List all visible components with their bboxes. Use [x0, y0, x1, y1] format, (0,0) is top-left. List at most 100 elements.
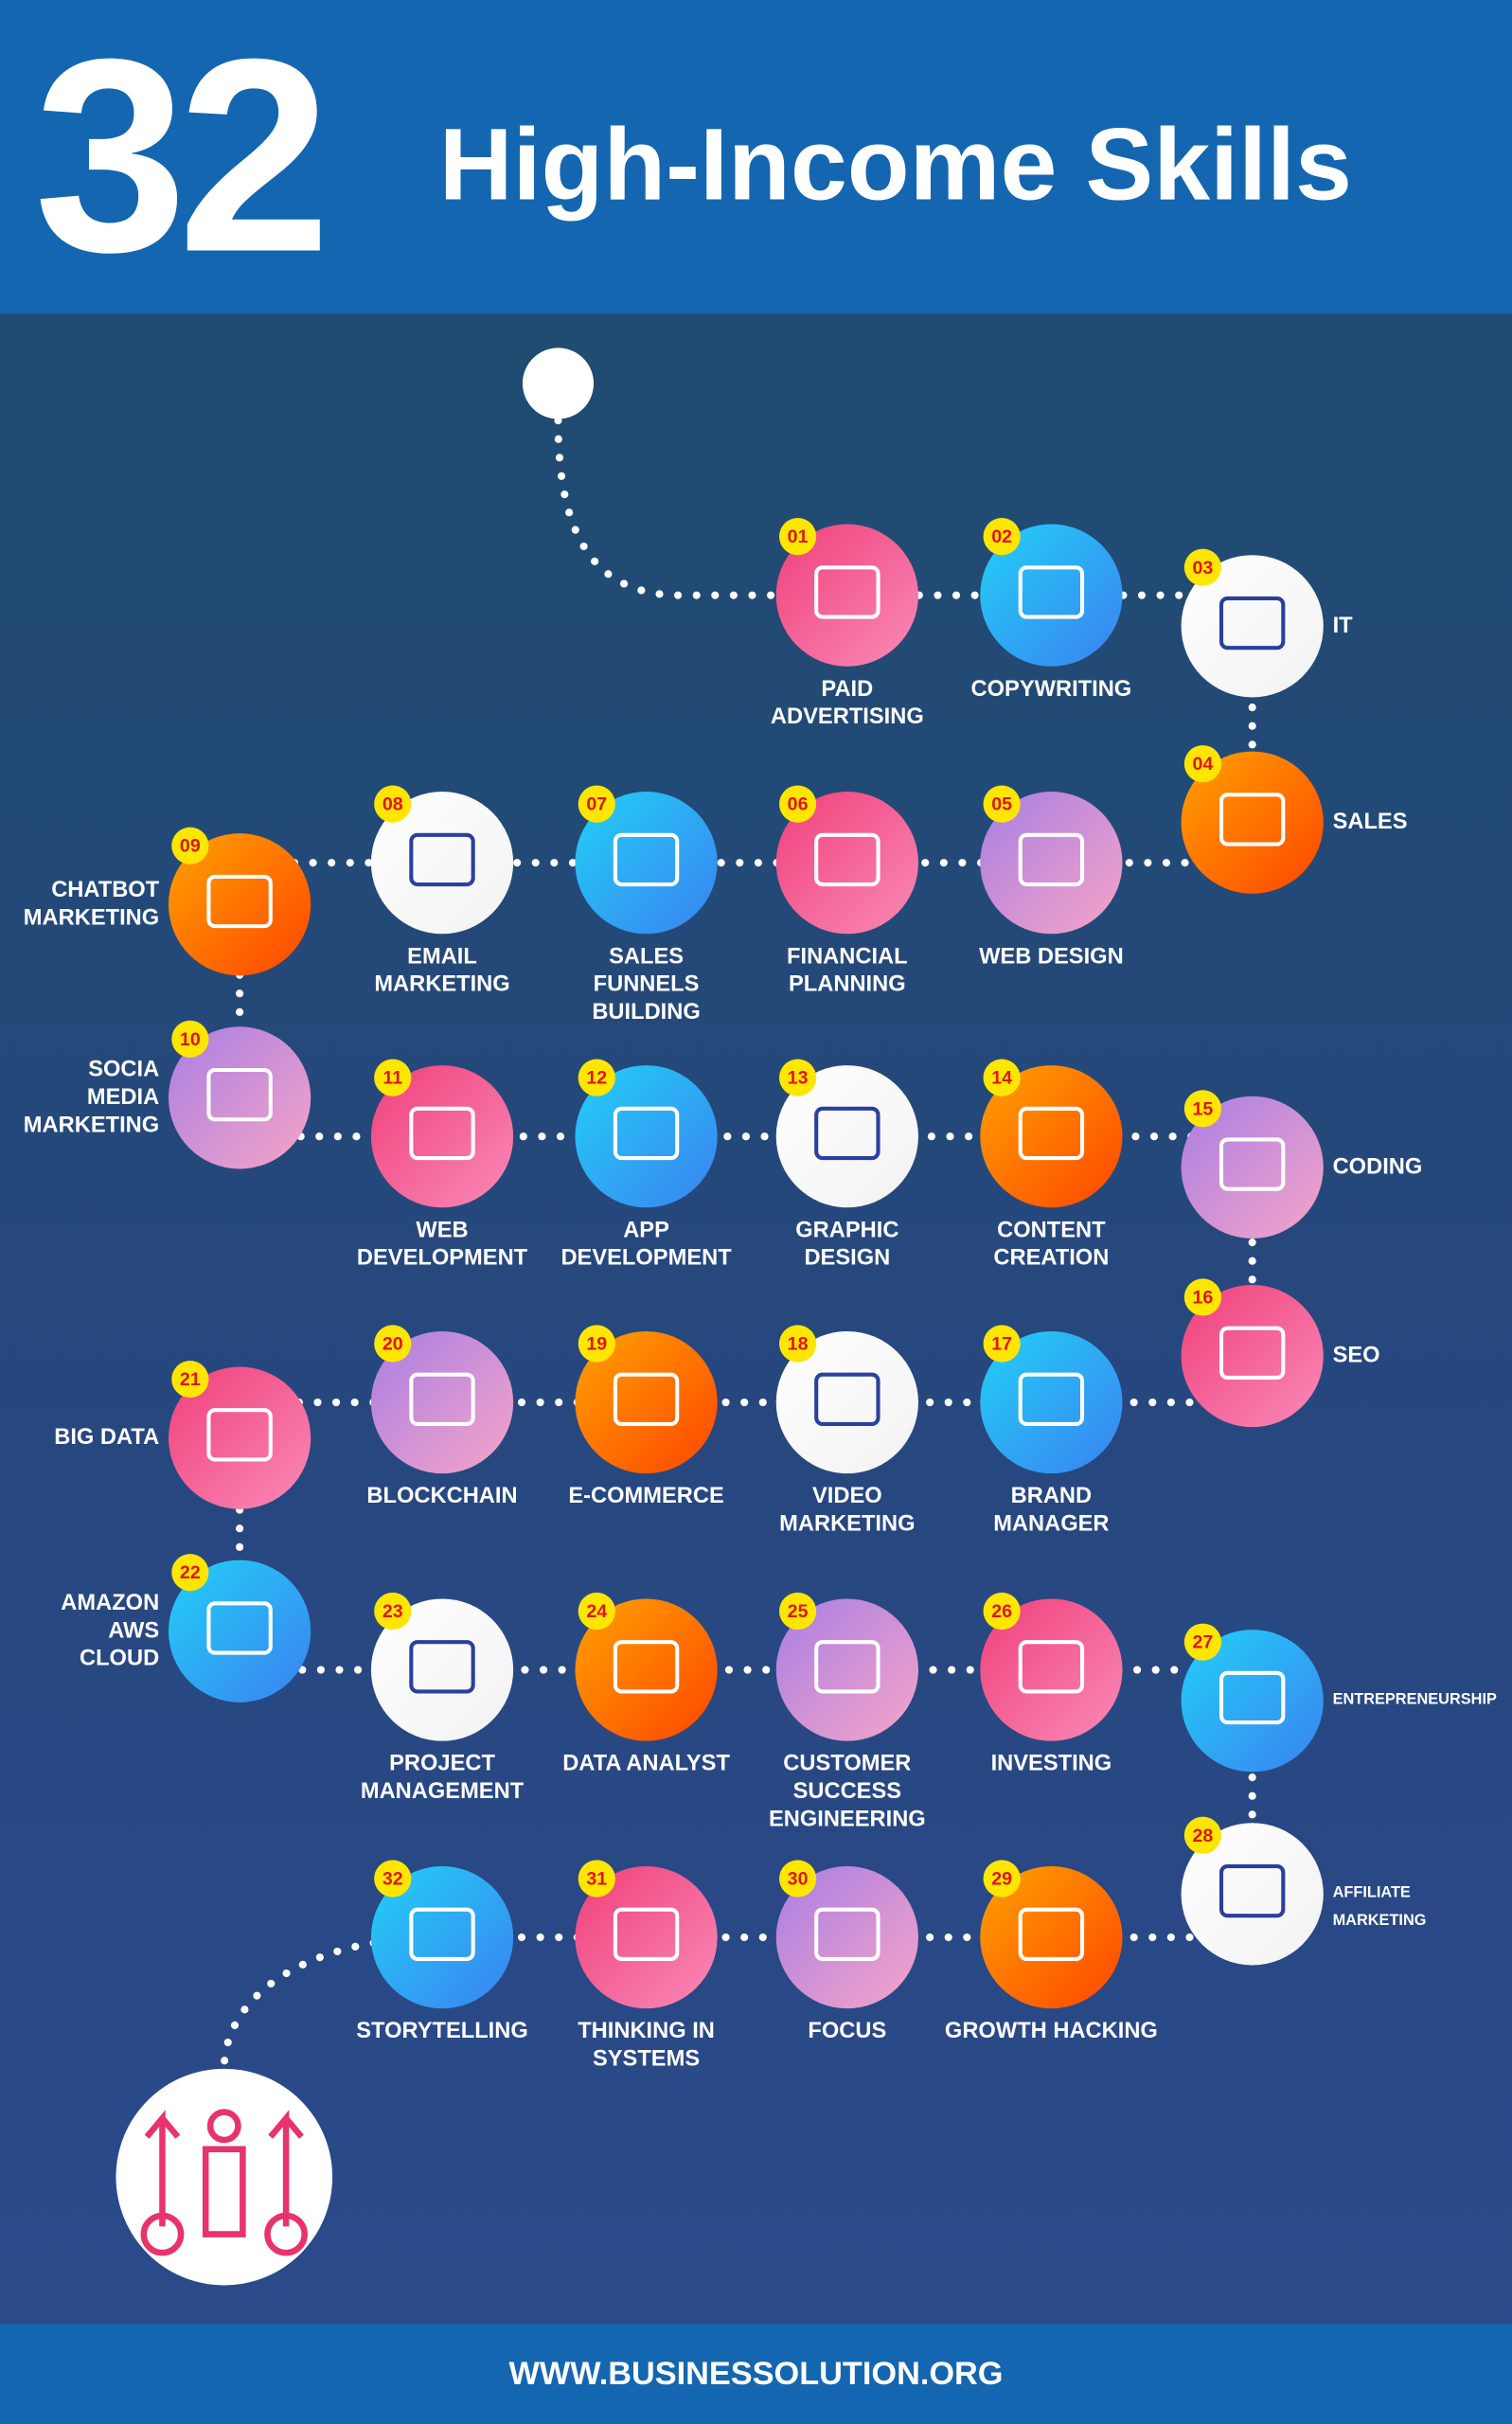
skill-circle [775, 792, 918, 935]
skill-circle [775, 524, 918, 667]
skill-icon [1018, 1907, 1085, 1961]
skill-number: 06 [778, 785, 817, 823]
header: 32 High-Income Skills [0, 0, 1512, 314]
skill-circle [575, 1598, 718, 1741]
skill-label: CODING [1332, 1154, 1423, 1180]
skill-icon [409, 1106, 475, 1161]
skill-icon [814, 832, 881, 887]
skill-circle [168, 1026, 311, 1169]
skill-number: 32 [374, 1860, 412, 1898]
skill-icon [814, 1907, 881, 1961]
skill-label: FINANCIAL PLANNING [787, 944, 908, 998]
skill-icon [814, 1106, 881, 1161]
skill-label: GRAPHIC DESIGN [795, 1218, 899, 1272]
skill-circle [980, 1865, 1123, 2009]
skill-icon [1218, 596, 1286, 651]
skill-circle [775, 1865, 918, 2009]
skill-label: SOCIA MEDIA MARKETING [23, 1057, 160, 1138]
skill-circle [775, 1330, 918, 1474]
skill-icon [1018, 1640, 1085, 1694]
skill-label: IT [1332, 614, 1353, 639]
skill-label: AMAZON AWS CLOUD [61, 1591, 160, 1672]
skill-icon [1218, 1326, 1286, 1380]
skill-icon [206, 1067, 273, 1122]
end-icon [140, 2109, 308, 2256]
skill-label: SALES [1332, 810, 1408, 835]
skill-circle [980, 1065, 1123, 1208]
skill-label: AFFILIATE MARKETING [1332, 1884, 1427, 1930]
skill-label: STORYTELLING [356, 2019, 528, 2044]
skill-circle [575, 1065, 718, 1208]
connector-path [220, 417, 1256, 2073]
skill-label: PROJECT MANAGEMENT [360, 1752, 525, 1805]
skill-number: 22 [171, 1554, 209, 1592]
skill-circle [370, 1598, 514, 1741]
skill-circle [980, 1330, 1123, 1474]
skill-circle [1181, 1630, 1324, 1773]
skill-label: DATA ANALYST [562, 1752, 730, 1777]
skill-number: 23 [374, 1592, 412, 1631]
skill-circle [575, 1330, 718, 1474]
skill-number: 05 [983, 785, 1021, 823]
skill-label: GROWTH HACKING [944, 2019, 1158, 2044]
skill-number: 15 [1183, 1090, 1222, 1128]
skill-number: 27 [1183, 1623, 1222, 1661]
skill-label: EMAIL MARKETING [374, 944, 510, 998]
skill-circle [168, 1366, 311, 1509]
skill-circle [1181, 1284, 1324, 1428]
skill-icon [409, 1907, 475, 1961]
skill-circle [370, 792, 514, 935]
skill-label: BIG DATA [54, 1425, 160, 1451]
skill-label: WEB DESIGN [979, 944, 1124, 970]
end-circle [116, 2068, 333, 2286]
skill-icon [206, 874, 273, 929]
skill-label: APP DEVELOPMENT [560, 1218, 732, 1272]
skill-icon [1218, 793, 1286, 847]
skill-number: 10 [171, 1020, 209, 1058]
skill-number: 20 [374, 1325, 412, 1363]
skill-number: 28 [1183, 1816, 1222, 1854]
skill-label: SEO [1332, 1344, 1380, 1369]
skill-circle [1181, 555, 1324, 698]
skill-circle [370, 1065, 514, 1208]
skill-icon [206, 1601, 273, 1655]
skill-number: 02 [983, 518, 1021, 556]
skill-icon [613, 1907, 680, 1961]
skill-icon [814, 1372, 881, 1426]
skill-circle [575, 1865, 718, 2009]
skill-number: 12 [578, 1059, 615, 1096]
skill-label: CUSTOMER SUCCESS ENGINEERING [768, 1752, 926, 1833]
skill-label: SALES FUNNELS BUILDING [592, 944, 701, 1025]
skill-number: 14 [983, 1059, 1021, 1096]
skill-number: 04 [1183, 745, 1222, 783]
skill-icon [613, 1372, 680, 1426]
skill-circle [1181, 1096, 1324, 1239]
skill-circle [1181, 751, 1324, 894]
skill-circle [168, 833, 311, 976]
skill-label: WEB DEVELOPMENT [356, 1218, 528, 1272]
footer: WWW.BUSINESSOLUTION.ORG [0, 2324, 1512, 2424]
skill-icon [409, 1640, 475, 1694]
skill-number: 21 [171, 1360, 209, 1399]
skill-circle [370, 1865, 514, 2009]
skill-label: PAID ADVERTISING [770, 677, 924, 730]
skill-icon [409, 1372, 475, 1426]
skill-number: 16 [1183, 1278, 1222, 1316]
skill-circle [370, 1330, 514, 1474]
footer-url: WWW.BUSINESSOLUTION.ORG [508, 2355, 1004, 2392]
skill-number: 29 [983, 1860, 1021, 1898]
skill-label: CHATBOT MARKETING [23, 878, 160, 932]
skill-label: BLOCKCHAIN [366, 1484, 518, 1509]
start-dot [522, 348, 595, 419]
skill-number: 19 [578, 1325, 615, 1363]
skill-icon [1018, 832, 1085, 887]
skill-number: 08 [374, 785, 412, 823]
skill-icon [814, 1640, 881, 1694]
skill-label: ENTREPRENEURSHIP [1332, 1691, 1497, 1709]
skill-number: 17 [983, 1325, 1021, 1363]
skill-number: 11 [374, 1059, 412, 1096]
skill-icon [1018, 1106, 1085, 1161]
